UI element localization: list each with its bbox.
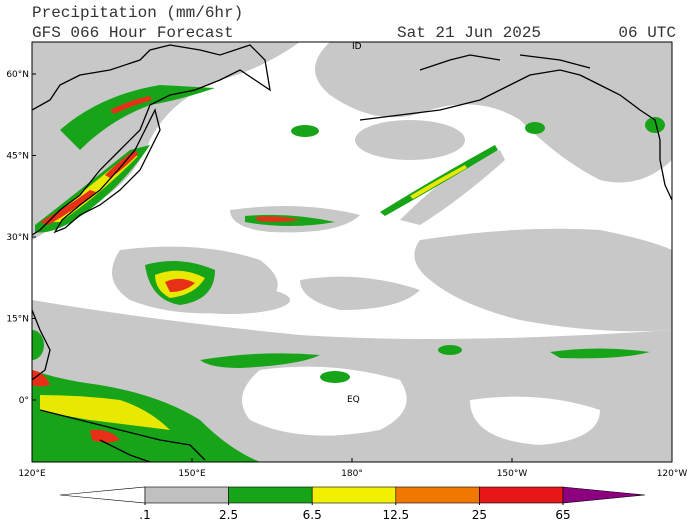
colorbar: .1 2.5 6.5 12.5 25 65: [59, 486, 646, 522]
subtitle: GFS 066 Hour Forecast: [32, 24, 234, 42]
lon-label: 150°E: [178, 469, 206, 479]
lon-label: 120°E: [18, 469, 46, 479]
colorbar-label: .1: [139, 508, 150, 522]
title: Precipitation (mm/6hr): [32, 4, 243, 22]
coastlines: [32, 44, 672, 462]
colorbar-segment: [562, 486, 646, 504]
colorbar-segment: [228, 486, 313, 504]
lat-label: 30°N: [6, 233, 29, 243]
lon-label: 150°W: [497, 469, 528, 479]
colorbar-label: 6.5: [303, 508, 322, 522]
map-annotation: EQ: [347, 395, 360, 405]
colorbar-segment: [395, 486, 480, 504]
map-annotation: ID: [352, 42, 362, 52]
colorbar-label: 25: [472, 508, 487, 522]
colorbar-segment: [479, 486, 564, 504]
map: ID EQ: [31, 41, 673, 463]
colorbar-label: 12.5: [382, 508, 409, 522]
time: 06 UTC: [618, 24, 676, 42]
lat-label: 60°N: [6, 70, 29, 80]
lon-label: 120°W: [657, 469, 688, 479]
lat-label: 0°: [19, 396, 29, 406]
colorbar-segment: [311, 486, 397, 504]
precip-field: [32, 42, 672, 462]
colorbar-segment: [144, 486, 229, 504]
colorbar-segment: [59, 486, 146, 504]
colorbar-label: 65: [555, 508, 570, 522]
date: Sat 21 Jun 2025: [397, 24, 541, 42]
colorbar-label: 2.5: [219, 508, 238, 522]
axis-labels: 60°N 45°N 30°N 15°N 0° 120°E 150°E 180° 150°W 120…: [6, 70, 687, 479]
lat-label: 15°N: [6, 315, 29, 325]
lon-label: 180°: [341, 469, 363, 479]
lat-label: 45°N: [6, 152, 29, 162]
